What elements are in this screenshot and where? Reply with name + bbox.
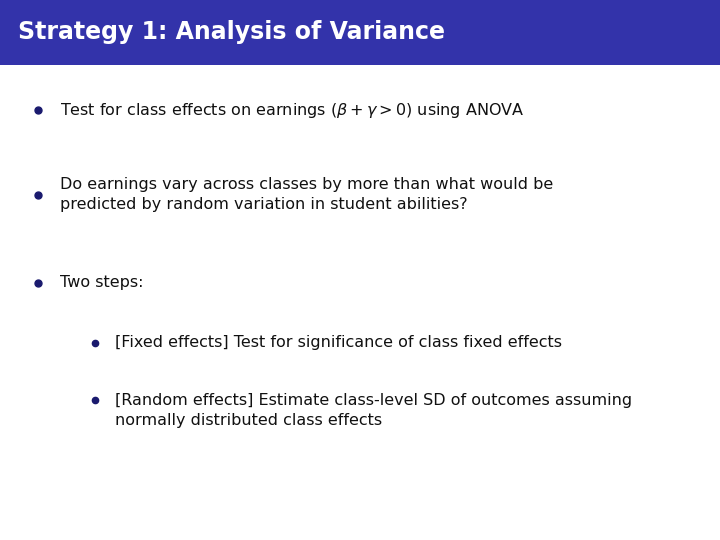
Text: Strategy 1: Analysis of Variance: Strategy 1: Analysis of Variance (18, 21, 445, 44)
Bar (0, 0, 720, 65)
Text: normally distributed class effects: normally distributed class effects (115, 413, 382, 428)
Text: Two steps:: Two steps: (60, 275, 143, 291)
Text: Do earnings vary across classes by more than what would be: Do earnings vary across classes by more … (60, 178, 553, 192)
Text: [Fixed effects] Test for significance of class fixed effects: [Fixed effects] Test for significance of… (115, 335, 562, 350)
Text: [Random effects] Estimate class-level SD of outcomes assuming: [Random effects] Estimate class-level SD… (115, 393, 632, 408)
Text: Test for class effects on earnings $(\beta + \gamma > 0)$ using ANOVA: Test for class effects on earnings $(\be… (60, 100, 524, 119)
Text: predicted by random variation in student abilities?: predicted by random variation in student… (60, 198, 467, 213)
